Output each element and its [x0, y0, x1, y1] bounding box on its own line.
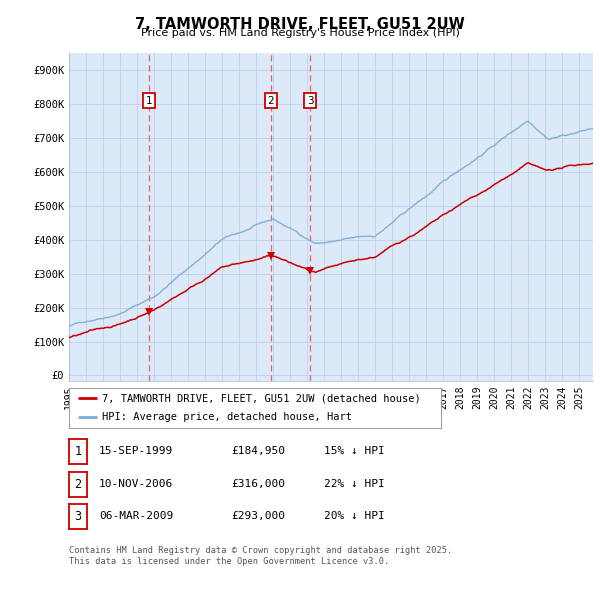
Text: 1: 1	[74, 445, 82, 458]
Text: Price paid vs. HM Land Registry's House Price Index (HPI): Price paid vs. HM Land Registry's House …	[140, 28, 460, 38]
Text: Contains HM Land Registry data © Crown copyright and database right 2025.: Contains HM Land Registry data © Crown c…	[69, 546, 452, 555]
Text: £293,000: £293,000	[231, 512, 285, 521]
Text: £316,000: £316,000	[231, 479, 285, 489]
Text: 7, TAMWORTH DRIVE, FLEET, GU51 2UW: 7, TAMWORTH DRIVE, FLEET, GU51 2UW	[135, 17, 465, 31]
Text: 10-NOV-2006: 10-NOV-2006	[99, 479, 173, 489]
Text: 06-MAR-2009: 06-MAR-2009	[99, 512, 173, 521]
Text: HPI: Average price, detached house, Hart: HPI: Average price, detached house, Hart	[103, 412, 352, 422]
Text: 7, TAMWORTH DRIVE, FLEET, GU51 2UW (detached house): 7, TAMWORTH DRIVE, FLEET, GU51 2UW (deta…	[103, 394, 421, 404]
Text: 15% ↓ HPI: 15% ↓ HPI	[324, 447, 385, 456]
Text: 22% ↓ HPI: 22% ↓ HPI	[324, 479, 385, 489]
Text: £184,950: £184,950	[231, 447, 285, 456]
Text: 1: 1	[146, 96, 152, 106]
Text: 15-SEP-1999: 15-SEP-1999	[99, 447, 173, 456]
Text: 3: 3	[307, 96, 313, 106]
Text: This data is licensed under the Open Government Licence v3.0.: This data is licensed under the Open Gov…	[69, 558, 389, 566]
Text: 2: 2	[74, 478, 82, 491]
Text: 2: 2	[268, 96, 274, 106]
Text: 20% ↓ HPI: 20% ↓ HPI	[324, 512, 385, 521]
Text: 3: 3	[74, 510, 82, 523]
